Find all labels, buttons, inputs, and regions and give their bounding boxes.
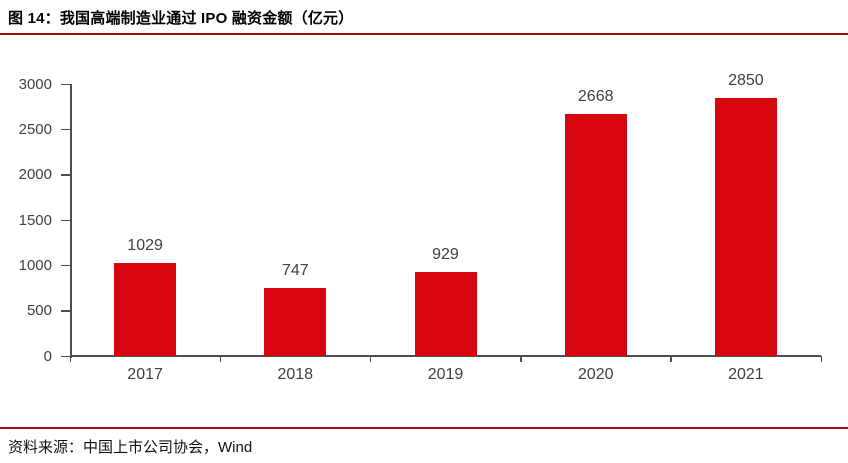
bar-2019 (414, 271, 477, 356)
y-axis-tick (61, 310, 70, 312)
x-axis-line (70, 355, 821, 357)
y-axis-tick-label: 0 (43, 347, 52, 365)
source-text: 资料来源：中国上市公司协会，Wind (8, 439, 253, 456)
bar-value-label-2018: 747 (281, 262, 309, 280)
title-divider-line (0, 33, 848, 35)
x-axis-tick (520, 356, 522, 362)
bar-2018 (264, 288, 327, 356)
x-axis-label-2017: 2017 (127, 366, 163, 383)
y-axis-tick-label: 1500 (18, 211, 52, 229)
bar-value-label-2019: 929 (432, 245, 459, 263)
y-axis-tick (61, 174, 70, 176)
y-axis-tick-label: 2500 (18, 120, 52, 138)
y-axis-tick-label: 3000 (18, 75, 52, 93)
bar-value-label-2021: 2850 (728, 71, 764, 89)
x-axis-tick (820, 356, 822, 362)
x-axis-label-2019: 2019 (427, 366, 464, 383)
y-axis-tick-label: 500 (26, 302, 52, 320)
x-axis-label-2021: 2021 (728, 366, 764, 383)
y-axis-tick-label: 1000 (18, 256, 52, 274)
bar-value-label-2020: 2668 (577, 88, 614, 106)
x-axis-tick (69, 356, 71, 362)
x-axis-tick (219, 356, 222, 362)
y-axis-tick-label: 2000 (18, 166, 52, 184)
bar-2017 (114, 262, 177, 356)
x-axis-label-2018: 2018 (277, 366, 314, 383)
y-axis-tick (61, 83, 70, 85)
bar-2020 (564, 114, 627, 356)
figure-title: 图 14：我国高端制造业通过 IPO 融资金额（亿元） (8, 10, 354, 27)
x-axis-tick (369, 356, 372, 362)
y-axis-line (70, 84, 72, 358)
bar-2021 (714, 97, 777, 356)
y-axis-tick (61, 219, 70, 221)
x-axis-tick (670, 356, 672, 362)
y-axis-tick (61, 355, 70, 357)
x-axis-label-2020: 2020 (577, 366, 614, 383)
y-axis-tick (61, 264, 70, 267)
y-axis-tick (61, 128, 70, 131)
source-divider-line (0, 427, 848, 429)
bar-value-label-2017: 1029 (127, 236, 163, 254)
